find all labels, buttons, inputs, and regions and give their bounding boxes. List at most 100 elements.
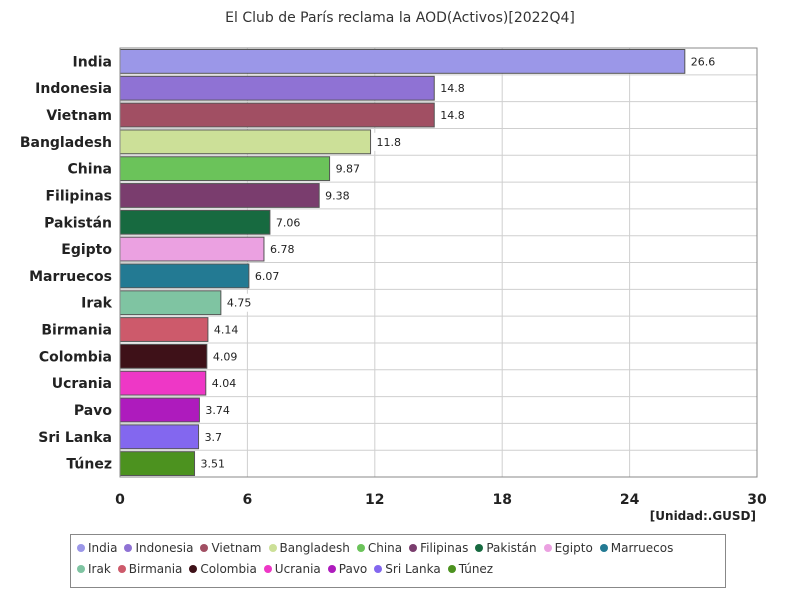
value-label-bg: [332, 159, 367, 178]
category-label: Bangladesh: [20, 135, 112, 151]
value-label-bg: [208, 374, 243, 393]
value-label: 3.7: [205, 431, 223, 444]
legend-item[interactable]: Túnez: [447, 562, 494, 576]
legend-label: Túnez: [458, 562, 494, 576]
value-label: 7.06: [276, 216, 301, 229]
legend-label: Bangladesh: [279, 541, 350, 555]
legend-label: India: [88, 541, 118, 555]
category-label: Vietnam: [46, 108, 112, 124]
value-label: 9.38: [325, 189, 350, 202]
bar-India[interactable]: [119, 49, 686, 74]
legend-item[interactable]: Pavo: [327, 562, 367, 576]
legend-label: China: [367, 541, 403, 555]
x-tick-label: 12: [365, 492, 384, 508]
legend-swatch: [117, 565, 126, 573]
category-label: Ucrania: [52, 376, 112, 392]
legend-swatch: [263, 565, 272, 573]
value-label-bg: [251, 266, 286, 285]
bar-Bangladesh[interactable]: [119, 129, 372, 155]
x-tick-label: 30: [747, 492, 767, 508]
category-label: Filipinas: [45, 188, 112, 204]
category-label: Egipto: [61, 242, 112, 258]
legend-swatch: [409, 544, 418, 552]
legend-item[interactable]: Pakistán: [475, 541, 537, 555]
legend-swatch: [543, 544, 552, 552]
value-label-bg: [272, 213, 307, 232]
bar-Vietnam[interactable]: [119, 102, 435, 128]
legend-item[interactable]: Indonesia: [124, 541, 193, 555]
bar-Egipto[interactable]: [119, 236, 265, 262]
value-label-bg: [266, 240, 301, 259]
bar-Birmania[interactable]: [119, 317, 209, 342]
legend-item[interactable]: Bangladesh: [268, 541, 350, 555]
legend-label: Ucrania: [274, 562, 321, 576]
plot-frame: [119, 47, 758, 478]
legend-item[interactable]: Irak: [77, 562, 111, 576]
value-label: 3.51: [201, 458, 226, 471]
legend-item[interactable]: India: [77, 541, 117, 555]
value-label-bg: [202, 400, 237, 419]
value-label: 6.78: [270, 243, 295, 256]
bar-Marruecos[interactable]: [119, 263, 250, 289]
value-label-bg: [223, 293, 258, 312]
value-label-bg: [197, 454, 232, 473]
value-label-bg: [201, 427, 229, 446]
category-label: China: [68, 162, 112, 178]
legend-item[interactable]: Marruecos: [599, 541, 673, 555]
legend-label: Birmania: [128, 562, 183, 576]
legend-swatch: [356, 544, 365, 552]
category-label: Birmania: [41, 323, 112, 339]
bar-Indonesia[interactable]: [119, 75, 435, 101]
bar-Pakistán[interactable]: [119, 209, 271, 235]
legend-swatch: [124, 544, 133, 552]
value-label: 14.8: [440, 109, 465, 122]
grid-lines: [120, 48, 757, 477]
legend-item[interactable]: Vietnam: [200, 541, 262, 555]
category-label: Pakistán: [44, 215, 112, 231]
legend-label: Vietnam: [211, 541, 262, 555]
value-label-bg: [437, 106, 472, 125]
bar-Colombia[interactable]: [119, 343, 208, 369]
legend-swatch: [327, 565, 336, 573]
bar-Sri Lanka[interactable]: [119, 424, 200, 450]
legend-item[interactable]: Birmania: [117, 562, 183, 576]
value-label: 4.04: [212, 377, 237, 390]
legend-swatch: [200, 544, 209, 552]
bar-Filipinas[interactable]: [119, 183, 320, 208]
legend-label: Filipinas: [420, 541, 469, 555]
bar-Ucrania[interactable]: [119, 370, 207, 396]
bar-Pavo[interactable]: [119, 397, 200, 423]
legend-item[interactable]: Filipinas: [409, 541, 468, 555]
legend-label: Sri Lanka: [385, 562, 441, 576]
category-label: Sri Lanka: [38, 430, 112, 446]
value-label: 11.8: [377, 136, 402, 149]
value-label: 26.6: [691, 55, 716, 68]
legend-swatch: [189, 565, 198, 573]
value-label: 4.14: [214, 324, 239, 337]
legend-item[interactable]: Sri Lanka: [374, 562, 441, 576]
value-label: 6.07: [255, 270, 280, 283]
legend-label: Pakistán: [486, 541, 537, 555]
bar-Irak[interactable]: [119, 290, 222, 316]
unit-label: [Unidad:.GUSD]: [649, 509, 756, 523]
bar-China[interactable]: [119, 156, 331, 182]
legend-swatch: [447, 565, 456, 573]
x-tick-label: 18: [492, 492, 511, 508]
value-label: 14.8: [440, 82, 465, 95]
value-label: 4.09: [213, 350, 238, 363]
legend-swatch: [374, 565, 383, 573]
category-labels: India Indonesia Vietnam Bangladesh China Fili…: [20, 54, 113, 472]
category-label: India: [73, 54, 112, 70]
legend-item[interactable]: Colombia: [189, 562, 257, 576]
value-label: 3.74: [205, 404, 230, 417]
value-label-bg: [210, 320, 245, 339]
legend-item[interactable]: China: [356, 541, 403, 555]
value-label-bg: [437, 79, 472, 98]
value-label-bg: [687, 52, 722, 71]
legend-swatch: [268, 544, 277, 552]
legend-item[interactable]: Ucrania: [263, 562, 321, 576]
legend-item[interactable]: Egipto: [543, 541, 593, 555]
bar-Túnez[interactable]: [119, 451, 196, 476]
category-label: Marruecos: [29, 269, 112, 285]
